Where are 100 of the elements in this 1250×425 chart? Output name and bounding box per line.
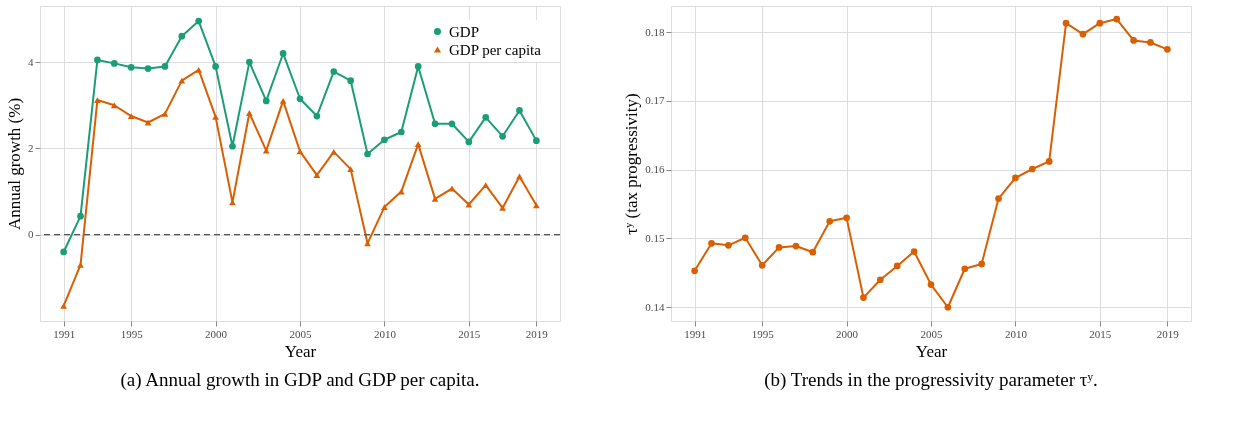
- point: [708, 239, 715, 247]
- point: [77, 212, 84, 220]
- point: [944, 303, 952, 311]
- x-axis-title: Year: [915, 341, 948, 361]
- point: [397, 128, 405, 136]
- x-tick-label: 2019: [525, 327, 549, 340]
- point: [313, 112, 321, 120]
- x-tick-label: 2005: [289, 327, 312, 340]
- point: [246, 58, 253, 66]
- x-tick-label: 2015: [1089, 327, 1112, 340]
- point: [533, 137, 540, 144]
- text: (a) Annual growth in GDP and GDP per capita.: [120, 369, 480, 391]
- point: [927, 281, 935, 288]
- point: [691, 267, 698, 275]
- point: [431, 195, 439, 202]
- point: [381, 136, 388, 144]
- point: [775, 244, 783, 251]
- point: [313, 172, 321, 179]
- point: [792, 242, 800, 250]
- point: [279, 50, 287, 57]
- point: [860, 294, 867, 301]
- point: [195, 66, 203, 73]
- point: [330, 148, 338, 155]
- point: [364, 150, 371, 158]
- x-tick-label: 1991: [53, 327, 76, 340]
- x-tick-label: 2010: [1004, 327, 1028, 340]
- point: [347, 166, 354, 173]
- y-tick-label: 0.18: [645, 25, 665, 38]
- point: [758, 261, 766, 269]
- y-tick-label: 0.16: [645, 163, 665, 176]
- x-tick-label: 1991: [684, 327, 707, 340]
- point: [1079, 30, 1087, 38]
- point: [262, 97, 270, 105]
- y-tick-label: 0.14: [645, 300, 665, 313]
- x-tick-label: 2015: [458, 327, 481, 340]
- point: [279, 98, 287, 104]
- point: [178, 77, 186, 84]
- point: [448, 120, 456, 128]
- point: [1012, 174, 1019, 182]
- point: [296, 95, 304, 103]
- point: [127, 63, 135, 71]
- point: [144, 65, 152, 72]
- point: [978, 260, 985, 268]
- point: [161, 63, 169, 70]
- point: [961, 265, 969, 273]
- y-tick-label: 0.17: [645, 94, 665, 107]
- point: [826, 217, 834, 225]
- y-axis-title: Annual growth (%): [5, 97, 24, 231]
- point: [246, 110, 253, 116]
- point: [127, 113, 135, 119]
- x-tick-label: 2019: [1156, 327, 1180, 340]
- point: [161, 110, 169, 117]
- y-tick-label: 4: [28, 55, 34, 68]
- x-tick-label: 2005: [920, 327, 943, 340]
- legend-label: GDP: [449, 23, 480, 40]
- point: [533, 202, 540, 209]
- point: [1130, 37, 1137, 44]
- point: [195, 17, 203, 25]
- point: [77, 262, 84, 268]
- point: [381, 204, 388, 210]
- point: [893, 262, 901, 270]
- point: [741, 234, 749, 242]
- point: [212, 113, 219, 120]
- point: [330, 68, 338, 75]
- y-tick-label: 0.15: [645, 231, 665, 244]
- point: [178, 32, 186, 40]
- point: [910, 248, 918, 255]
- point: [1113, 15, 1121, 23]
- point: [499, 132, 506, 140]
- point: [110, 60, 118, 67]
- text: (b) Trends in the progressivity parameter τʸ.: [764, 369, 1098, 391]
- point: [1164, 45, 1171, 53]
- point: [110, 102, 118, 109]
- point: [1028, 165, 1036, 173]
- point: [212, 63, 219, 70]
- y-axis-title: τʸ (tax progressivity): [622, 93, 642, 235]
- point: [1062, 19, 1070, 27]
- point: [516, 107, 523, 114]
- point: [1096, 19, 1104, 27]
- x-tick-label: 2000: [205, 327, 228, 340]
- point: [482, 182, 490, 188]
- x-axis-title: Year: [284, 341, 317, 361]
- point: [296, 148, 304, 155]
- x-tick-label: 2000: [836, 327, 859, 340]
- point: [94, 97, 101, 103]
- legend-label: GDP per capita: [449, 41, 542, 58]
- y-tick-label: 0: [28, 228, 34, 241]
- point: [499, 205, 506, 211]
- point: [1147, 39, 1154, 46]
- point: [995, 195, 1002, 202]
- point: [809, 248, 817, 256]
- point: [60, 248, 67, 256]
- x-tick-label: 2010: [373, 327, 397, 340]
- point: [843, 214, 850, 222]
- y-tick-label: 2: [28, 141, 34, 154]
- point: [229, 142, 236, 150]
- point: [1045, 158, 1053, 165]
- point: [94, 56, 101, 64]
- point: [414, 141, 422, 147]
- point: [725, 242, 732, 249]
